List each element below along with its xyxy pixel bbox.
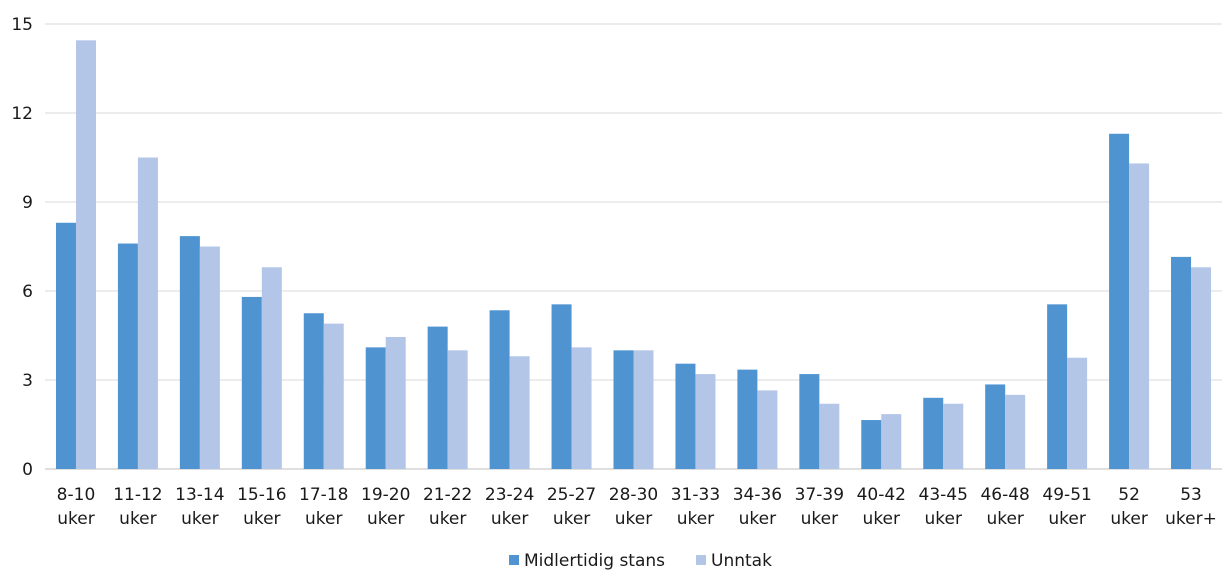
bar-midlertidig-stans	[861, 420, 882, 469]
x-tick-label: uker	[243, 509, 280, 529]
y-tick-label: 6	[22, 282, 33, 302]
bar-unntak	[1067, 357, 1088, 469]
bar-midlertidig-stans	[675, 363, 696, 469]
x-tick-label: uker+	[1165, 509, 1217, 529]
legend: Midlertidig stans Unntak	[509, 551, 772, 571]
bar-unntak	[261, 267, 282, 469]
bar-unntak	[571, 347, 592, 469]
bar-unntak	[385, 336, 406, 469]
bar-midlertidig-stans	[1109, 133, 1130, 469]
x-tick-label: 40-42	[857, 485, 906, 505]
bar-unntak	[695, 374, 716, 469]
bar-midlertidig-stans	[179, 236, 200, 469]
x-tick-label: uker	[553, 509, 590, 529]
bar-unntak	[881, 414, 902, 469]
x-tick-label: uker	[1048, 509, 1085, 529]
bar-unntak	[1191, 267, 1212, 469]
y-tick-label: 15	[11, 15, 33, 35]
x-tick-label: 25-27	[547, 485, 596, 505]
x-tick-label: 34-36	[733, 485, 782, 505]
x-tick-label: uker	[305, 509, 342, 529]
legend-swatch	[509, 555, 519, 565]
x-tick-label: 8-10	[57, 485, 96, 505]
x-tick-label: 43-45	[919, 485, 968, 505]
x-tick-label: uker	[615, 509, 652, 529]
bar-midlertidig-stans	[1171, 256, 1192, 469]
x-tick-label: 46-48	[980, 485, 1029, 505]
x-tick-label: uker	[57, 509, 94, 529]
bar-midlertidig-stans	[489, 310, 510, 469]
bar-midlertidig-stans	[1047, 304, 1068, 469]
x-tick-label: uker	[801, 509, 838, 529]
bar-unntak	[943, 403, 964, 469]
bar-midlertidig-stans	[923, 397, 944, 469]
y-tick-label: 9	[22, 193, 33, 213]
x-tick-label: 23-24	[485, 485, 534, 505]
x-tick-label: uker	[863, 509, 900, 529]
y-tick-label: 0	[22, 460, 33, 480]
legend-swatch	[696, 555, 706, 565]
y-axis-ticks: 0 3 6 9 12 15	[11, 15, 33, 480]
bar-midlertidig-stans	[613, 350, 634, 469]
bar-unntak	[757, 390, 778, 469]
x-tick-label: 49-51	[1042, 485, 1091, 505]
x-tick-label: uker	[986, 509, 1023, 529]
x-tick-label: 17-18	[299, 485, 348, 505]
x-tick-label: 52	[1118, 485, 1140, 505]
legend-label: Unntak	[711, 551, 772, 571]
bar-midlertidig-stans	[799, 374, 820, 469]
bar-midlertidig-stans	[55, 222, 76, 469]
bar-midlertidig-stans	[551, 304, 572, 469]
x-tick-label: 37-39	[795, 485, 844, 505]
x-tick-label: uker	[429, 509, 466, 529]
bars	[55, 40, 1212, 470]
bar-unntak	[75, 40, 96, 470]
x-tick-label: 21-22	[423, 485, 472, 505]
x-axis-ticks: 8-10 uker 11-12 uker 13-14 uker 15-16 uker 17-18…	[57, 485, 1217, 529]
bar-unntak	[509, 356, 530, 469]
bar-unntak	[1005, 394, 1026, 469]
gridlines	[45, 23, 1222, 470]
x-tick-label: 19-20	[361, 485, 410, 505]
x-tick-label: uker	[181, 509, 218, 529]
y-tick-label: 12	[11, 104, 33, 124]
x-tick-label: uker	[739, 509, 776, 529]
bar-midlertidig-stans	[427, 326, 448, 469]
bar-midlertidig-stans	[117, 243, 138, 469]
x-tick-label: uker	[677, 509, 714, 529]
bar-midlertidig-stans	[737, 369, 758, 469]
legend-label: Midlertidig stans	[524, 551, 665, 571]
bar-unntak	[633, 350, 654, 469]
x-tick-label: uker	[119, 509, 156, 529]
bar-midlertidig-stans	[241, 296, 262, 469]
bar-unntak	[199, 246, 220, 469]
x-tick-label: 53	[1180, 485, 1202, 505]
bar-midlertidig-stans	[985, 384, 1006, 469]
x-tick-label: 28-30	[609, 485, 658, 505]
y-tick-label: 3	[22, 371, 33, 391]
bar-unntak	[323, 323, 344, 469]
x-tick-label: uker	[925, 509, 962, 529]
bar-unntak	[819, 403, 840, 469]
x-tick-label: uker	[1110, 509, 1147, 529]
x-tick-label: uker	[491, 509, 528, 529]
bar-midlertidig-stans	[303, 313, 324, 469]
bar-unntak	[1129, 163, 1150, 469]
x-tick-label: 15-16	[237, 485, 286, 505]
x-tick-label: uker	[367, 509, 404, 529]
x-tick-label: 13-14	[175, 485, 224, 505]
bar-unntak	[447, 350, 468, 469]
x-tick-label: 11-12	[113, 485, 162, 505]
x-tick-label: 31-33	[671, 485, 720, 505]
bar-midlertidig-stans	[365, 347, 386, 469]
bar-unntak	[137, 157, 158, 469]
